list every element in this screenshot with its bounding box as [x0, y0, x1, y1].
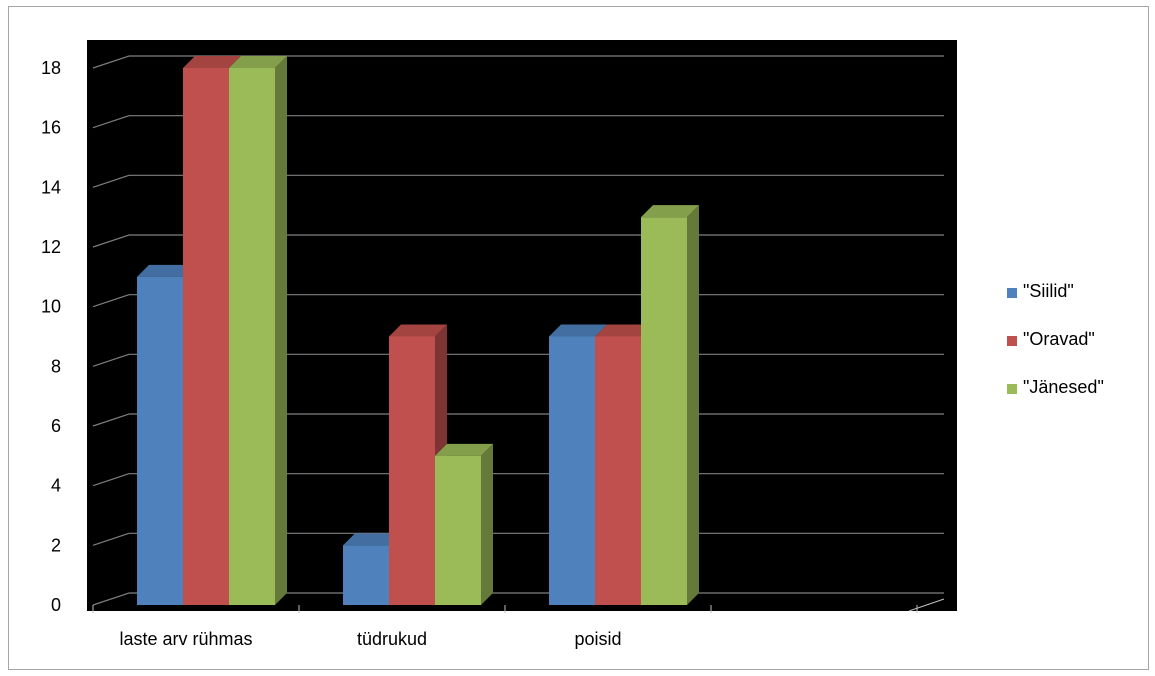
gridline-diagonal: [92, 55, 130, 69]
legend-swatch: [1007, 288, 1017, 298]
bar-side: [481, 443, 493, 605]
bar: [229, 56, 287, 605]
gridline-diagonal: [92, 473, 130, 487]
gridline-diagonal: [92, 413, 130, 427]
x-tick-label: tüdrukud: [357, 629, 427, 649]
bar-top: [183, 56, 241, 68]
gridline-diagonal: [92, 174, 130, 188]
bar-front: [137, 276, 183, 605]
chart-frame: 0 2 4 6 8 10 12 14 16 18 laste arv rühmas tüdrukud…: [8, 6, 1149, 670]
y-tick-label: 0: [51, 595, 61, 615]
bar-front: [641, 217, 687, 605]
gridline-diagonal: [92, 115, 130, 129]
y-tick-label: 18: [41, 58, 61, 78]
gridline-diagonal: [92, 532, 130, 546]
bar-top: [549, 324, 607, 337]
legend-label: "Siilid": [1023, 281, 1074, 301]
bar-top: [343, 533, 401, 546]
legend-label: "Jänesed": [1023, 377, 1104, 397]
bar-top: [595, 324, 653, 337]
bar-front: [343, 545, 389, 605]
bars: [137, 56, 699, 605]
bar-top: [229, 56, 287, 68]
floor-edge: [908, 598, 945, 612]
gridline-diagonal: [92, 592, 130, 606]
bar-side: [687, 205, 699, 605]
bar-front: [435, 455, 481, 605]
x-tick-label: laste arv rühmas: [119, 629, 252, 649]
y-tick-label: 12: [41, 237, 61, 257]
legend-label: "Oravad": [1023, 329, 1095, 349]
y-tick-label: 6: [51, 416, 61, 436]
x-tick-label: poisid: [574, 629, 621, 649]
bar-top: [435, 443, 493, 456]
y-tick-label: 4: [51, 476, 61, 496]
bar-top: [641, 205, 699, 218]
bar-top: [137, 264, 195, 277]
y-tick-label: 16: [41, 118, 61, 138]
y-tick-label: 14: [41, 177, 61, 197]
bar-front: [595, 336, 641, 605]
bar-front: [389, 336, 435, 605]
bar-front: [549, 336, 595, 605]
gridline-diagonal: [92, 294, 130, 308]
bar-side: [275, 56, 287, 605]
bar: [343, 533, 401, 605]
y-tick-label: 8: [51, 356, 61, 376]
y-tick-label: 2: [51, 535, 61, 555]
y-axis-ticks: 0 2 4 6 8 10 12 14 16 18: [41, 58, 61, 615]
bar-front: [229, 68, 275, 605]
bar-front: [183, 68, 229, 605]
legend-swatch: [1007, 336, 1017, 346]
gridline-diagonal: [92, 234, 130, 248]
y-tick-label: 10: [41, 297, 61, 317]
bar-top: [389, 324, 447, 337]
legend-swatch: [1007, 384, 1017, 394]
legend: "Siilid" "Oravad" "Jänesed": [1007, 281, 1104, 397]
bar-chart: 0 2 4 6 8 10 12 14 16 18 laste arv rühmas tüdrukud…: [41, 40, 1104, 649]
x-axis-ticks: laste arv rühmas tüdrukud poisid: [92, 605, 918, 649]
gridline-diagonal: [92, 353, 130, 367]
bar: [641, 205, 699, 605]
bar: [435, 443, 493, 605]
